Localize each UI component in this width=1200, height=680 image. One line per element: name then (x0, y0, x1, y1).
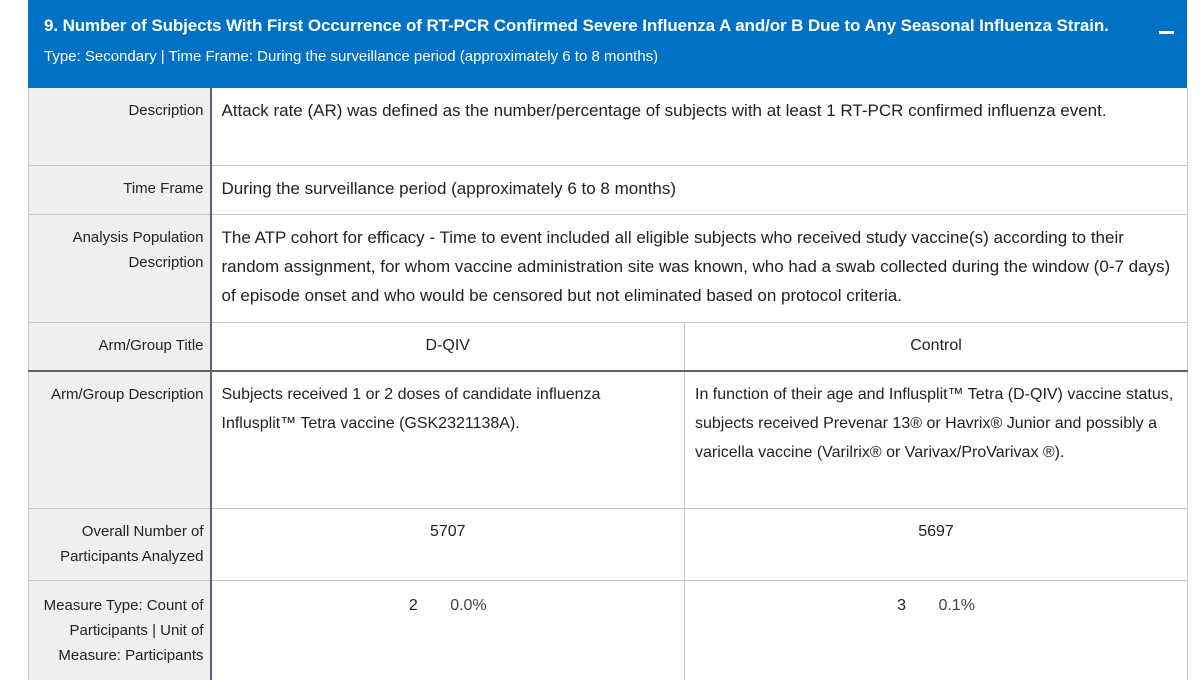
overall-number-label: Overall Number of Participants Analyzed (28, 508, 212, 581)
count-value: 3 (897, 596, 906, 614)
measure-type-label: Measure Type: Count of Participants | Un… (28, 580, 212, 680)
measure-type-row: Measure Type: Count of Participants | Un… (28, 580, 1189, 680)
percent-value: 0.0% (450, 596, 487, 614)
outcome-measure-table: Description Attack rate (AR) was defined… (28, 88, 1189, 680)
time-frame-label: Time Frame (28, 165, 212, 215)
minus-icon (1158, 30, 1174, 34)
arm-description-control: In function of their age and Influsplit™… (684, 371, 1189, 509)
outcome-measure-subtitle: Type: Secondary | Time Frame: During the… (44, 48, 659, 65)
arm-description-dqiv: Subjects received 1 or 2 doses of candid… (210, 371, 685, 509)
outcome-measure-title: 9. Number of Subjects With First Occurre… (44, 16, 1109, 35)
arm-group-description-label: Arm/Group Description (28, 371, 212, 509)
arm-group-description-row: Arm/Group Description Subjects received … (28, 371, 1189, 509)
analysis-population-row: Analysis Population Description The ATP … (28, 214, 1189, 323)
time-frame-row: Time Frame During the surveillance perio… (28, 165, 1189, 215)
overall-number-control: 5697 (684, 508, 1189, 581)
measure-value-dqiv: 2 0.0% (210, 580, 685, 680)
overall-number-row: Overall Number of Participants Analyzed … (28, 508, 1189, 581)
outcome-measure-header[interactable]: 9. Number of Subjects With First Occurre… (28, 0, 1187, 88)
analysis-population-label: Analysis Population Description (28, 214, 212, 323)
arm-title-control: Control (684, 322, 1189, 372)
overall-number-dqiv: 5707 (210, 508, 685, 581)
percent-value: 0.1% (938, 596, 975, 614)
arm-title-dqiv: D-QIV (210, 322, 685, 372)
description-value: Attack rate (AR) was defined as the numb… (210, 88, 1189, 166)
measure-value-control: 3 0.1% (684, 580, 1189, 680)
time-frame-value: During the surveillance period (approxim… (210, 165, 1189, 215)
count-value: 2 (408, 596, 418, 614)
description-row: Description Attack rate (AR) was defined… (28, 88, 1189, 166)
collapse-button[interactable] (1149, 4, 1183, 38)
analysis-population-value: The ATP cohort for efficacy - Time to ev… (210, 214, 1189, 323)
arm-group-title-label: Arm/Group Title (28, 322, 212, 372)
arm-group-title-row: Arm/Group Title D-QIV Control (28, 322, 1189, 372)
description-label: Description (28, 88, 212, 166)
